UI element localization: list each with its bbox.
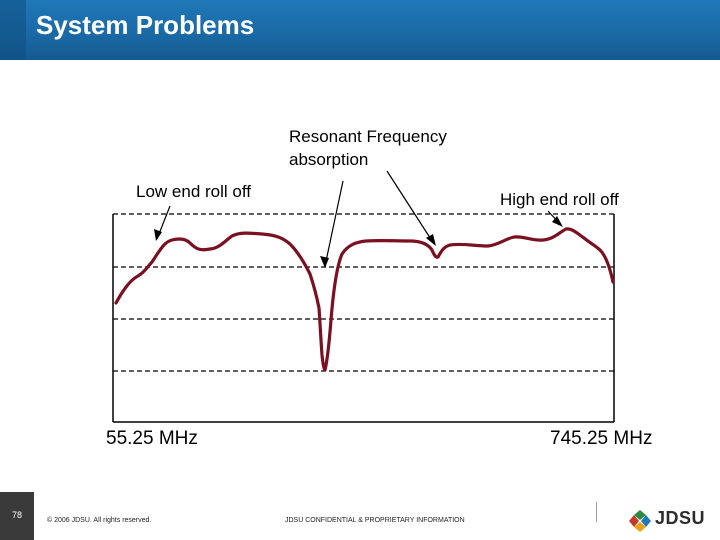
title-bar-accent (0, 0, 26, 60)
frequency-response-trace (114, 227, 615, 372)
arrowheads (154, 216, 563, 268)
resonant-arrow-right (386, 170, 435, 245)
jdsu-logo-text: JDSU (655, 508, 706, 528)
page-number-box (0, 492, 34, 540)
footer-divider (596, 502, 597, 522)
copyright-text: © 2006 JDSU. All rights reserved. (47, 517, 152, 524)
arrowhead-high-roll (552, 216, 563, 227)
high-frequency-label: 745.25 MHz (550, 428, 653, 449)
confidential-text: JDSU CONFIDENTIAL & PROPRIETARY INFORMAT… (285, 517, 465, 524)
spectrum-frame (112, 214, 615, 423)
low-frequency-label: 55.25 MHz (106, 428, 198, 449)
high-end-roll-off-label: High end roll off (500, 190, 619, 209)
reference-lines (113, 213, 614, 372)
jdsu-logo-icon (629, 510, 651, 532)
title-bar: System Problems (0, 0, 720, 60)
resonant-frequency-label: Resonant Frequency absorption (289, 125, 447, 171)
slide-title: System Problems (36, 10, 255, 40)
resonant-label-line2: absorption (289, 150, 369, 169)
arrowhead-resonant-right (426, 234, 436, 246)
arrowhead-low-roll (154, 229, 162, 241)
resonant-label-line1: Resonant Frequency (289, 127, 447, 146)
resonant-arrow-left (324, 180, 344, 267)
page-number: 78 (11, 510, 22, 520)
low-end-roll-off-label: Low end roll off (136, 182, 251, 201)
arrowhead-resonant-left (320, 256, 329, 268)
